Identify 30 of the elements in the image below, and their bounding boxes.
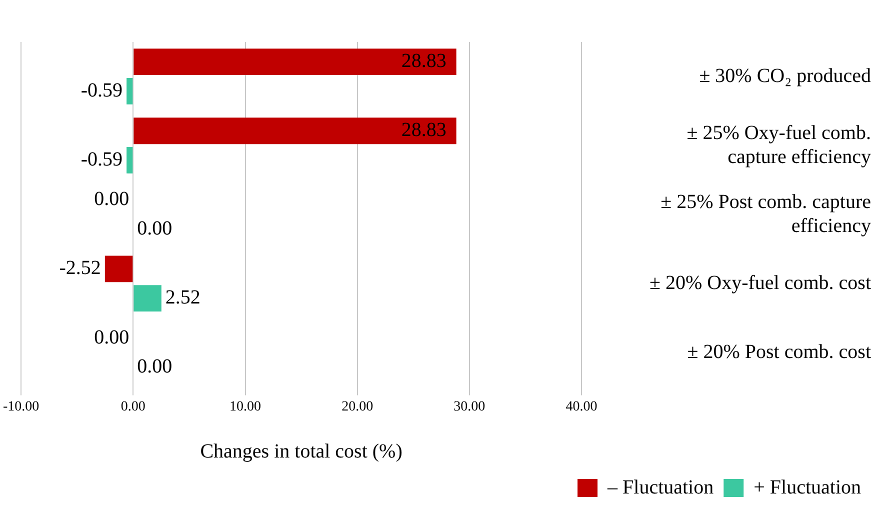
y-tick-label: ± 20% Post comb. cost: [687, 340, 872, 363]
data-label: 0.00: [94, 188, 130, 210]
x-tick-label: 20.00: [342, 399, 374, 414]
data-label: 2.52: [165, 286, 200, 309]
data-label: 0.00: [137, 356, 172, 378]
bar: [134, 285, 162, 312]
bar: [126, 78, 133, 104]
y-tick-label: ± 25% Oxy-fuel comb. capture efficiency: [686, 122, 871, 168]
x-tick-label: 0.00: [120, 399, 146, 414]
x-tick-label: 40.00: [566, 399, 598, 414]
x-tick-label: 30.00: [454, 399, 486, 414]
x-tick-label: -10.00: [2, 399, 40, 414]
data-label: 0.00: [137, 218, 172, 240]
legend-label: – Fluctuation: [606, 476, 714, 498]
data-label: -0.59: [80, 148, 123, 170]
data-label: -0.59: [80, 79, 123, 102]
y-tick-label: ± 30% CO₂ produced: [699, 64, 871, 87]
y-tick-label: ± 25% Post comb. capture efficiency: [660, 190, 872, 237]
data-label: -2.52: [59, 257, 101, 280]
legend-label: + Fluctuation: [754, 476, 862, 498]
data-label: 28.83: [401, 50, 446, 72]
x-tick-label: 10.00: [230, 399, 262, 414]
data-label: 0.00: [94, 326, 130, 348]
y-tick-label: ± 20% Oxy-fuel comb. cost: [650, 272, 872, 294]
x-axis-title: Changes in total cost (%): [200, 440, 402, 462]
data-label: 28.83: [401, 119, 446, 142]
bar: [104, 256, 133, 282]
bar: [134, 48, 456, 76]
bar: [134, 118, 456, 144]
bar: [126, 147, 133, 174]
